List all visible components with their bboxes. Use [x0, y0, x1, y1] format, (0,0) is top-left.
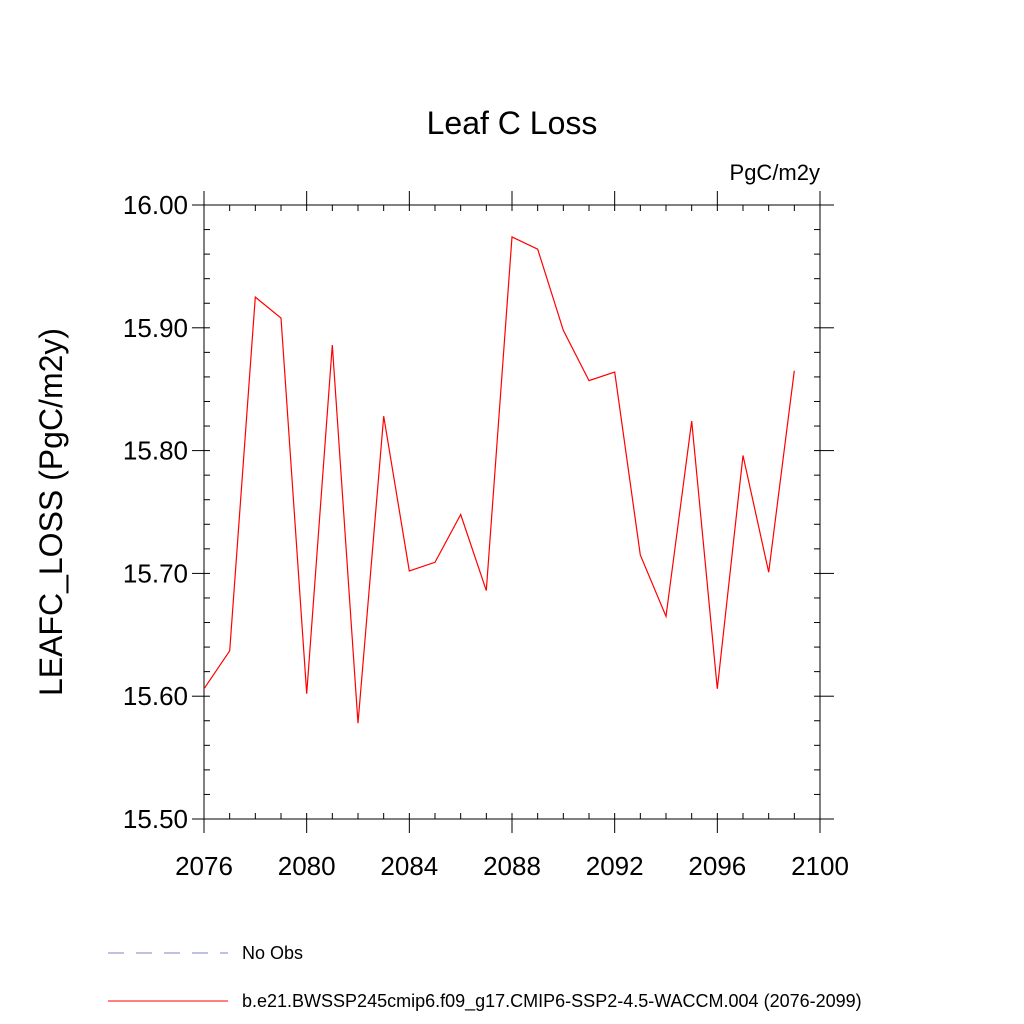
series-line	[203, 235, 795, 724]
x-tick-label: 2100	[791, 851, 849, 881]
plot-frame	[203, 204, 821, 820]
x-tick-label: 2092	[586, 851, 644, 881]
legend-label-no-obs: No Obs	[242, 943, 303, 963]
y-tick-label: 15.70	[123, 558, 188, 588]
x-tick-label: 2084	[380, 851, 438, 881]
x-tick-label: 2096	[688, 851, 746, 881]
x-tick-label: 2076	[175, 851, 233, 881]
y-axis-label: LEAFC_LOSS (PgC/m2y)	[33, 328, 69, 696]
legend: No Obs b.e21.BWSSP245cmip6.f09_g17.CMIP6…	[108, 943, 862, 1012]
x-tick-label: 2088	[483, 851, 541, 881]
x-tick-label: 2080	[278, 851, 336, 881]
units-label: PgC/m2y	[730, 160, 820, 185]
y-tick-label: 15.60	[123, 681, 188, 711]
axes: 2076 2080 2084 2088 2092 2096 2100 15.50 15.60 15…	[123, 190, 849, 881]
y-tick-label: 15.90	[123, 313, 188, 343]
series-lines	[203, 235, 795, 724]
y-tick-label: 16.00	[123, 190, 188, 220]
legend-label-model-run: b.e21.BWSSP245cmip6.f09_g17.CMIP6-SSP2-4…	[242, 991, 862, 1012]
chart-title: Leaf C Loss	[427, 105, 598, 141]
y-tick-label: 15.80	[123, 436, 188, 466]
y-tick-label: 15.50	[123, 804, 188, 834]
